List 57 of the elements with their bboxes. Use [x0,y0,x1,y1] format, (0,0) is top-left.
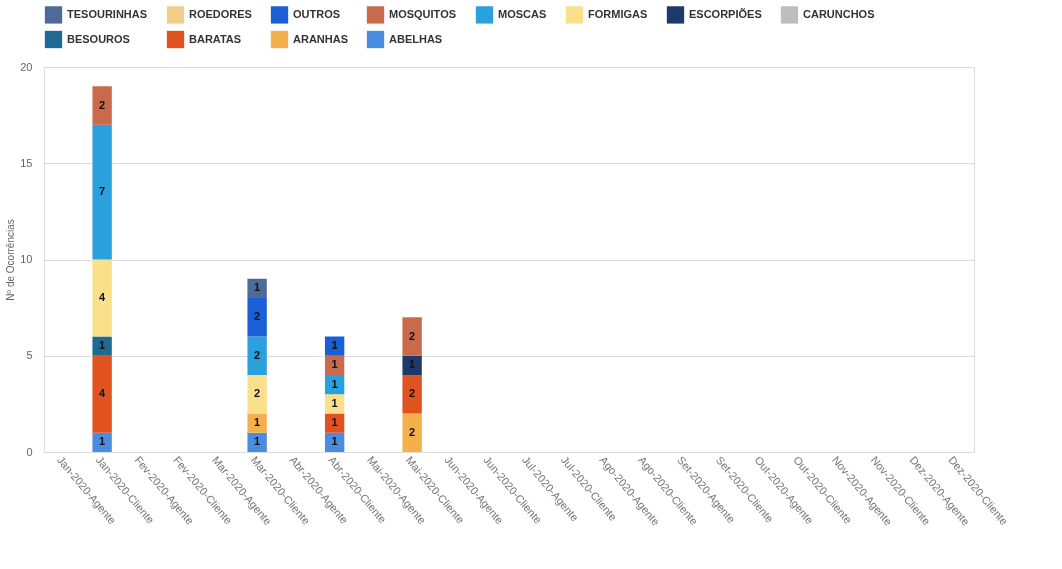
legend-label: TESOURINHAS [67,7,148,20]
legend-label: ESCORPIÕES [689,7,762,20]
bar [92,86,112,125]
legend-label: FORMIGAS [588,7,648,20]
bar [92,336,112,356]
bar [247,298,267,337]
legend-label: ARANHAS [293,32,348,45]
data-label: 1 [331,339,338,352]
data-label: 7 [99,185,106,198]
bar [247,278,267,298]
data-label: 2 [409,329,416,342]
data-label: 1 [254,435,261,448]
data-label: 1 [331,396,338,409]
bar [402,317,422,356]
bar [402,375,422,414]
data-label: 1 [331,377,338,390]
y-tick-label: 15 [20,156,33,169]
data-label: 4 [99,387,107,400]
y-axis-title: Nº de Ocorrências [5,219,17,301]
data-label: 2 [99,98,106,111]
data-label: 2 [409,387,416,400]
legend-label: ROEDORES [189,7,252,20]
legend-label: BARATAS [189,32,242,45]
legend-label: CARUNCHOS [803,7,875,20]
legend-label: OUTROS [293,7,341,20]
data-label: 4 [99,291,107,303]
bar [324,394,345,414]
legend-label: MOSCAS [498,7,547,20]
data-label: 2 [254,310,261,323]
data-label: 1 [331,358,338,371]
data-label: 1 [99,435,106,448]
bar [92,432,112,452]
legend-label: MOSQUITOS [389,7,457,20]
data-label: 1 [254,416,261,429]
bar [92,124,112,260]
data-label: 1 [254,281,261,294]
data-label: 1 [409,358,416,371]
bar [402,413,422,452]
bar [247,336,267,375]
bar [92,259,112,337]
bar [247,432,267,452]
bar [247,413,267,433]
y-tick-label: 0 [26,445,33,458]
data-label: 2 [254,387,261,400]
data-label: 2 [254,348,261,361]
bar [92,355,112,433]
y-tick-label: 10 [20,253,33,265]
data-label: 1 [99,339,106,352]
legend-label: BESOUROS [67,32,130,45]
data-label: 2 [409,425,416,438]
y-tick-label: 5 [26,349,33,362]
data-label: 1 [331,435,338,448]
bar [402,355,422,375]
bar [247,375,267,414]
legend-label: ABELHAS [389,32,443,45]
data-label: 1 [331,416,338,429]
y-tick-label: 20 [20,60,33,73]
